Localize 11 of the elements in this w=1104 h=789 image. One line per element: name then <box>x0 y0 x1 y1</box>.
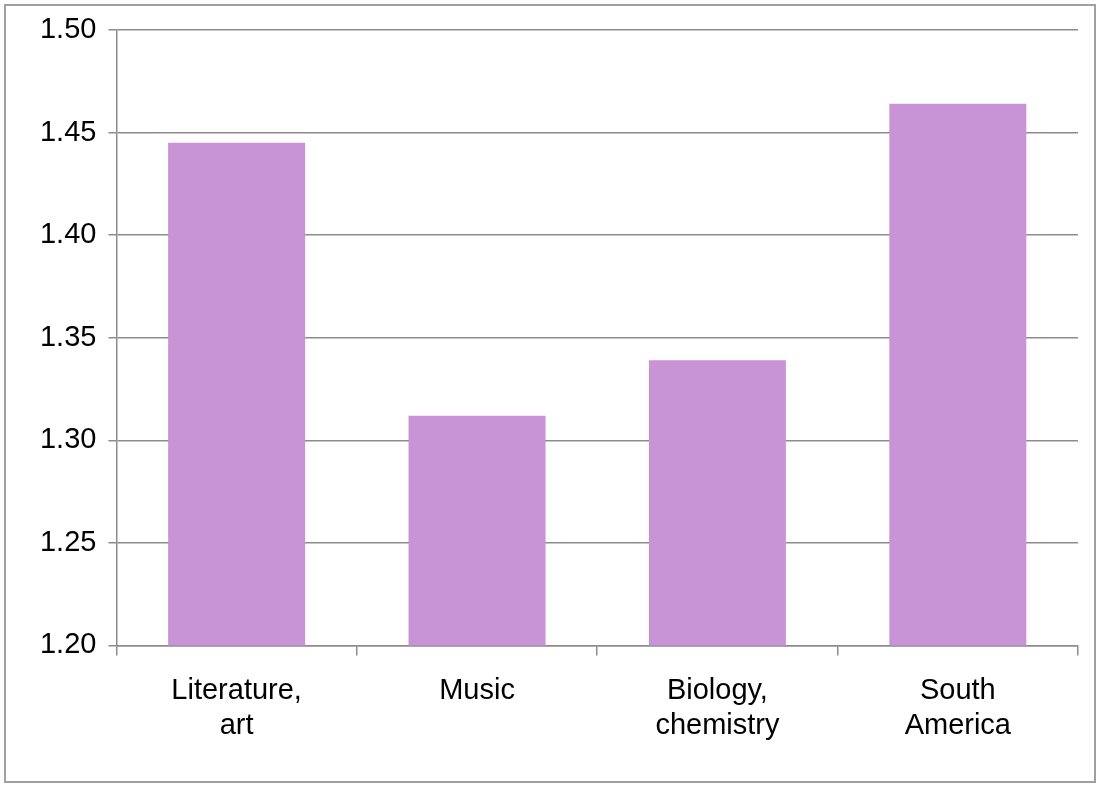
y-tick-label: 1.40 <box>39 217 97 250</box>
y-tick-label: 1.35 <box>39 319 97 352</box>
y-tick-label: 1.25 <box>39 524 97 557</box>
y-tick-label: 1.50 <box>39 12 97 44</box>
x-tick-label: Music <box>439 672 515 705</box>
y-tick-label: 1.30 <box>39 422 97 455</box>
x-tick-label: Literature, art <box>171 672 302 740</box>
y-tick-label: 1.45 <box>39 114 97 147</box>
x-tick-label: South America <box>904 672 1012 740</box>
y-tick-label: 1.20 <box>39 627 97 660</box>
x-tick-label: Biology, chemistry <box>655 672 780 740</box>
